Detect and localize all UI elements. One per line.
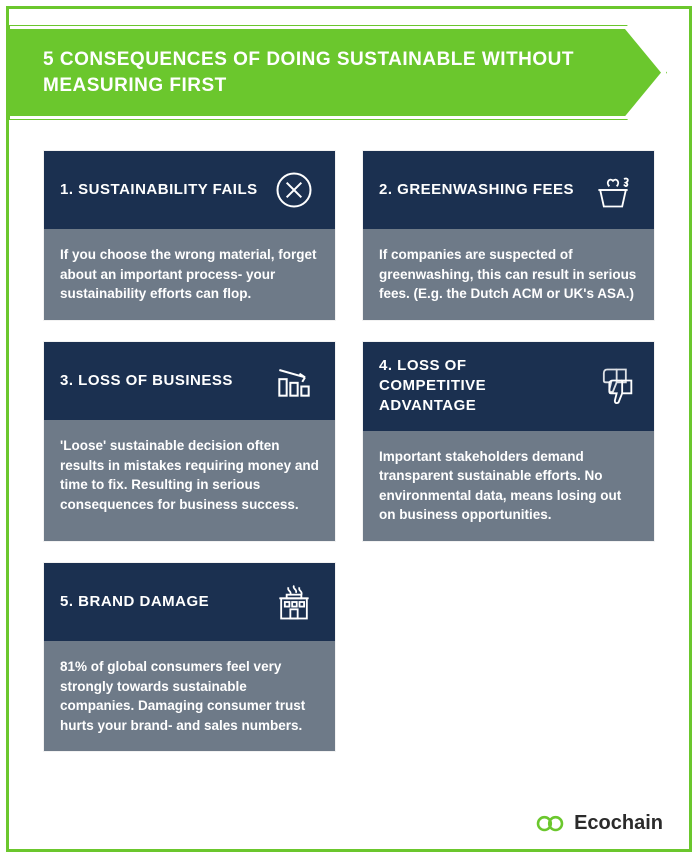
cards-grid: 1. SUSTAINABILITY FAILS If you choose th… (9, 126, 689, 752)
card-body: 'Loose' sustainable decision often resul… (44, 420, 335, 541)
card-body: If you choose the wrong material, forget… (44, 229, 335, 320)
card-4: 4. LOSS OF COMPETITIVE ADVANTAGE (362, 341, 655, 542)
card-body: Important stakeholders demand transparen… (363, 431, 654, 541)
card-title: 5. BRAND DAMAGE (60, 592, 259, 612)
ecochain-logo-icon (534, 813, 566, 835)
declining-bars-icon (269, 356, 319, 406)
footer-brand: Ecochain (574, 812, 663, 835)
thumbs-down-icon (588, 361, 638, 411)
cross-circle-icon (269, 165, 319, 215)
card-title: 1. SUSTAINABILITY FAILS (60, 180, 259, 200)
card-2: 2. GREENWASHING FEES If companies are su… (362, 150, 655, 321)
card-3: 3. LOSS OF BUSINESS 'Loose' sustainable … (43, 341, 336, 542)
card-head: 3. LOSS OF BUSINESS (44, 342, 335, 420)
card-title: 2. GREENWASHING FEES (379, 180, 578, 200)
card-head: 2. GREENWASHING FEES (363, 151, 654, 229)
card-title: 3. LOSS OF BUSINESS (60, 371, 259, 391)
wash-bucket-icon (588, 165, 638, 215)
card-5: 5. BRAND DAMAGE 81% of global consumers … (43, 562, 336, 752)
infographic-frame: 5 CONSEQUENCES OF DOING SUSTAINABLE WITH… (6, 6, 692, 852)
card-head: 4. LOSS OF COMPETITIVE ADVANTAGE (363, 342, 654, 431)
card-head: 5. BRAND DAMAGE (44, 563, 335, 641)
card-title: 4. LOSS OF COMPETITIVE ADVANTAGE (379, 356, 578, 417)
card-body: 81% of global consumers feel very strong… (44, 641, 335, 751)
title-banner: 5 CONSEQUENCES OF DOING SUSTAINABLE WITH… (9, 29, 661, 116)
card-head: 1. SUSTAINABILITY FAILS (44, 151, 335, 229)
footer: Ecochain (9, 802, 689, 849)
building-fire-icon (269, 577, 319, 627)
card-body: If companies are suspected of greenwashi… (363, 229, 654, 320)
infographic-title: 5 CONSEQUENCES OF DOING SUSTAINABLE WITH… (9, 29, 661, 116)
card-1: 1. SUSTAINABILITY FAILS If you choose th… (43, 150, 336, 321)
